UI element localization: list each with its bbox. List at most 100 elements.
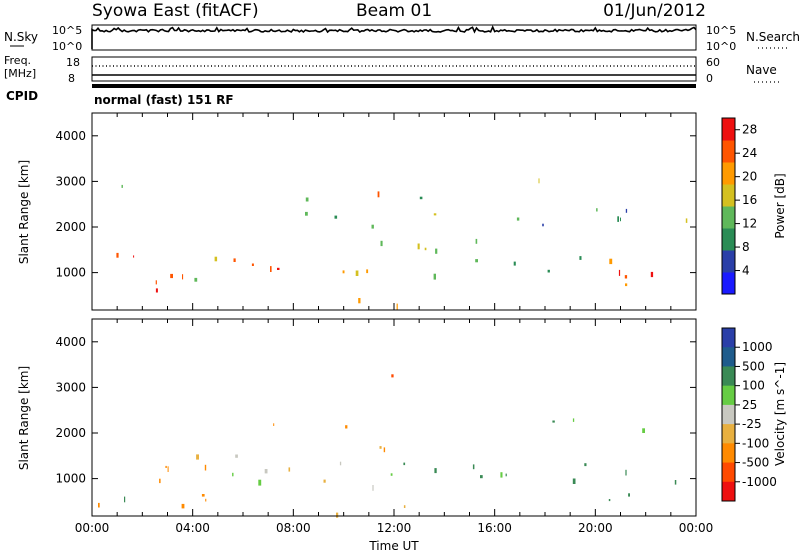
heatmap-cell (165, 465, 167, 468)
heatmap-cell (155, 288, 158, 293)
heatmap-cell (403, 462, 406, 466)
velocity-x-axis: 00:00 04:00 08:00 12:00 16:00 20:00 00:00 (75, 319, 714, 535)
heatmap-cell (305, 197, 309, 202)
velocity-colorbar-frame (721, 327, 736, 502)
freq-panel: Freq. [MHz] 18 8 60 0 Nave (4, 54, 780, 85)
velocity-colorbar-swatches (722, 328, 735, 502)
heatmap-cell (620, 217, 621, 222)
heatmap-cell (371, 224, 374, 229)
colorbar-tick-label: 20 (742, 170, 757, 184)
heatmap-cell (339, 461, 342, 466)
x-tick-label: 00:00 (75, 521, 110, 535)
velocity-panel-frame (91, 318, 697, 517)
heatmap-cell (472, 464, 475, 470)
colorbar-swatch (722, 162, 735, 185)
heatmap-cell (417, 243, 420, 250)
freq-left-label-1: Freq. (4, 54, 31, 67)
heatmap-cell (596, 208, 598, 212)
heatmap-cell (538, 178, 540, 184)
heatmap-cell (305, 211, 308, 216)
heatmap-cell (435, 248, 438, 254)
cpid-mode: normal (fast) 151 RF (94, 93, 234, 107)
colorbar-tick-label: 16 (742, 193, 757, 207)
heatmap-cell (579, 256, 582, 260)
colorbar-swatch (722, 462, 735, 483)
beam-title: Beam 01 (356, 1, 432, 21)
colorbar-tick-label: 4 (742, 264, 750, 278)
heatmap-cell (628, 493, 630, 497)
heatmap-cell (513, 261, 516, 266)
heatmap-cell (379, 446, 382, 449)
colorbar-swatch (722, 272, 735, 295)
noise-panel-frame (91, 24, 697, 51)
heatmap-cell (424, 247, 427, 251)
heatmap-cell (552, 420, 555, 423)
heatmap-cell (500, 472, 503, 478)
heatmap-cell (642, 428, 645, 433)
cpid-label: CPID (6, 89, 38, 103)
velocity-y-axis: 1000 2000 3000 4000 (55, 335, 696, 486)
heatmap-cell (159, 478, 161, 484)
colorbar-tick-label: -1000 (742, 475, 777, 489)
power-colorbar-ticks: 4 8 12 16 20 24 28 (735, 123, 757, 278)
power-colorbar-frame (721, 117, 736, 295)
heatmap-cell (625, 283, 628, 287)
heatmap-cell (133, 255, 135, 258)
freq-tick-top: 18 (66, 56, 80, 69)
y-tick-label: 1000 (55, 266, 86, 280)
colorbar-swatch (722, 443, 735, 464)
colorbar-swatch (722, 184, 735, 207)
colorbar-swatch (722, 404, 735, 425)
heatmap-cell (196, 454, 199, 460)
heatmap-cell (572, 478, 576, 484)
velocity-colorbar-ticks: 1000 500 100 25 -25 -100 -500 -1000 (735, 340, 777, 489)
y-tick-label: 3000 (55, 174, 86, 188)
x-tick-label: 20:00 (578, 521, 613, 535)
x-axis-label: Time UT (368, 539, 419, 553)
power-x-axis (91, 113, 697, 310)
heatmap-cell (584, 463, 587, 467)
power-panel: 1000 2000 3000 4000 Slant Range [km] (17, 112, 697, 311)
heatmap-cell (235, 454, 238, 458)
heatmap-cell (273, 423, 275, 426)
heatmap-cell (674, 480, 677, 485)
power-colorbar-swatches (722, 118, 735, 295)
heatmap-cell (391, 374, 394, 378)
heatmap-cell (403, 505, 406, 508)
power-y-label: Slant Range [km] (17, 160, 31, 264)
heatmap-cell (475, 238, 478, 244)
y-tick-label: 2000 (55, 426, 86, 440)
heatmap-cell (434, 468, 437, 474)
heatmap-cell (617, 216, 619, 222)
nave-tick-top: 60 (706, 56, 720, 69)
heatmap-cell (609, 258, 613, 265)
colorbar-swatch (722, 118, 735, 141)
heatmap-cell (516, 217, 520, 221)
station-title: Syowa East (fitACF) (92, 1, 259, 21)
power-colorbar-label: Power [dB] (773, 173, 787, 238)
heatmap-cell (608, 499, 611, 502)
freq-left-label-2: [MHz] (4, 67, 36, 80)
x-tick-label: 00:00 (679, 521, 714, 535)
colorbar-swatch (722, 228, 735, 251)
freq-tick-bottom: 8 (68, 72, 75, 85)
x-tick-label: 08:00 (276, 521, 311, 535)
heatmap-cell (572, 418, 575, 422)
heatmap-cell (377, 191, 380, 198)
y-tick-label: 3000 (55, 380, 86, 394)
heatmap-cell (204, 464, 207, 471)
heatmap-cell (383, 447, 386, 453)
noise-right-tick-top: 10^5 (706, 24, 736, 37)
heatmap-cell (433, 273, 436, 280)
y-tick-label: 4000 (55, 129, 86, 143)
heatmap-cell (170, 273, 173, 279)
colorbar-swatch (722, 385, 735, 406)
noise-panel: N.Sky 10^5 10^0 10^5 10^0 N.Search (4, 24, 800, 53)
heatmap-cell (342, 270, 345, 274)
noise-right-tick-bottom: 10^0 (706, 40, 736, 53)
noise-tick-top: 10^5 (52, 24, 82, 37)
heatmap-cell (323, 479, 326, 483)
heatmap-cell (625, 469, 627, 476)
colorbar-tick-label: 25 (742, 398, 757, 412)
